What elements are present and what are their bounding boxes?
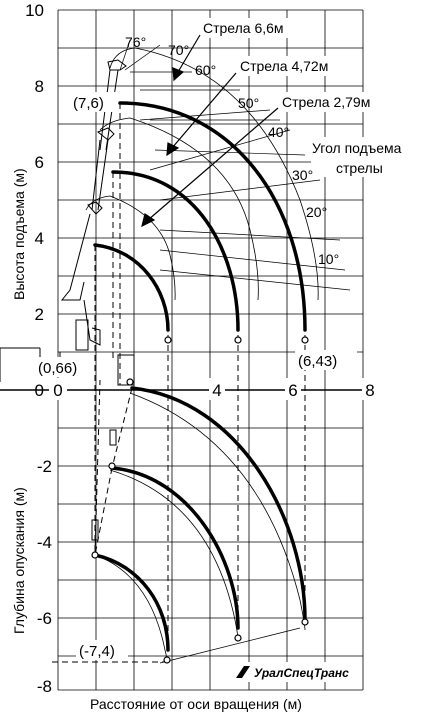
boom-label-2.79: Стрела 2,79м (282, 94, 370, 110)
brand-logo: УралСпецТранс (232, 662, 356, 682)
angle-label-40: 40° (268, 124, 289, 140)
point-label-neg7-4: (-7,4) (79, 643, 115, 660)
y-tick-label: -8 (37, 677, 52, 696)
x-tick-labels: 0 4 6 8 (49, 378, 378, 400)
boom-4.72-lower-arc (110, 466, 240, 630)
point-label-0-66: (0,66) (38, 360, 77, 377)
y-tick-label: 6 (35, 153, 44, 172)
x-tick-label: 8 (365, 381, 374, 400)
angle-label-20: 20° (306, 204, 327, 220)
point-label-6-43: (6,43) (298, 353, 337, 370)
x-axis-title: Расстояние от оси вращения (м) (90, 696, 302, 712)
point-labels: (7,6) (0,66) (6,43) (-7,4) (36, 92, 357, 660)
y-tick-label: 8 (35, 77, 44, 96)
boom-6.6-upper-arc (118, 101, 307, 332)
y-tick-labels: 10 8 6 4 2 0 -2 -4 -6 -8 (25, 1, 52, 696)
angle-title-line1: Угол подъема (312, 140, 402, 156)
y-tick-label: 2 (35, 305, 44, 324)
angle-label-10: 10° (318, 251, 339, 267)
brand-name: УралСпецТранс (254, 666, 349, 680)
angle-labels: Угол подъема стрелы 76° 70° 60° 50° 40° … (125, 34, 411, 267)
hook-markers (91, 336, 309, 664)
boom-2.79-upper-arc (93, 243, 170, 332)
x-tick-label: 0 (53, 381, 62, 400)
y-axis-title-lower: Глубина опускания (м) (11, 487, 27, 634)
y-tick-label: 0 (35, 381, 44, 400)
x-tick-label: 4 (212, 381, 221, 400)
boom-2.79-lower-arc (93, 553, 170, 652)
boom-6.6-lower-arc (130, 386, 307, 622)
boom-labels: Стрела 6,6м Стрела 4,72м Стрела 2,79м (200, 18, 398, 112)
angle-title-line2: стрелы (336, 160, 383, 176)
working-range-arcs (93, 101, 307, 652)
brand-mark-icon (236, 666, 250, 678)
angle-label-60: 60° (195, 62, 216, 78)
angle-label-50: 50° (238, 95, 259, 111)
angle-label-30: 30° (292, 167, 313, 183)
angle-label-76: 76° (125, 34, 146, 50)
y-tick-label: -4 (37, 533, 52, 552)
y-tick-label: 10 (25, 1, 44, 20)
boom-4.72-upper-arc (111, 170, 240, 332)
y-tick-label: 4 (35, 229, 44, 248)
boom-label-6.6: Стрела 6,6м (203, 20, 284, 36)
y-axis-title-upper: Высота подъема (м) (11, 168, 27, 300)
angle-label-70: 70° (168, 42, 189, 58)
boom-label-4.72: Стрела 4,72м (240, 58, 328, 74)
x-tick-label: 6 (288, 381, 297, 400)
leader-arrows (141, 34, 279, 228)
y-tick-label: -6 (37, 609, 52, 628)
y-tick-label: -2 (37, 457, 52, 476)
point-label-7-6: (7,6) (73, 95, 104, 112)
